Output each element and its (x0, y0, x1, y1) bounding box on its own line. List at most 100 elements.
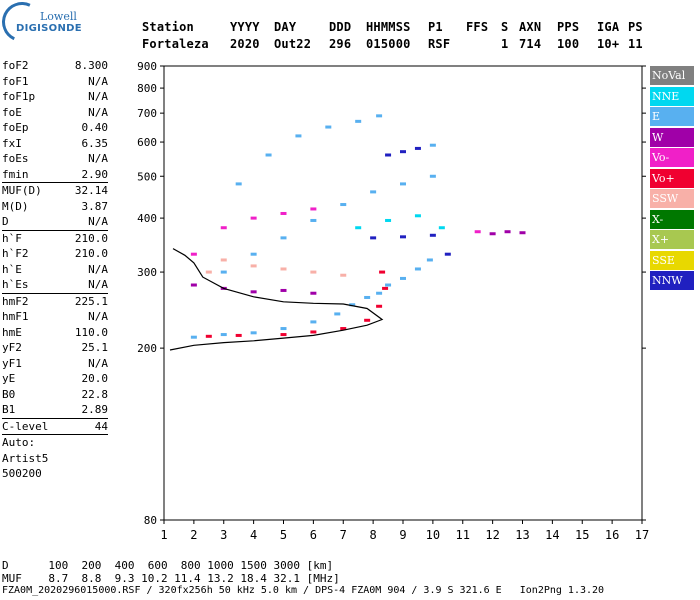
data-point-e (364, 295, 371, 299)
header-label: IGA (597, 20, 620, 34)
param-value: 210.0 (74, 247, 108, 260)
param-value: 225.1 (74, 294, 108, 308)
x-tick-label: 15 (575, 528, 589, 542)
param-value: 2.89 (81, 403, 109, 416)
data-point-ssw (250, 264, 257, 268)
x-tick-label: 11 (456, 528, 470, 542)
param-key: yF2 (2, 341, 22, 354)
data-point-w (280, 288, 287, 292)
param-row: B1 2.89 (2, 402, 108, 418)
param-row: foF1p N/A (2, 89, 108, 105)
param-row: foF1 N/A (2, 74, 108, 90)
param-key: hmF2 (2, 294, 29, 308)
data-point-nne (414, 214, 421, 218)
data-point-vo (379, 270, 386, 274)
data-point-e (334, 312, 341, 316)
data-point-e (280, 327, 287, 331)
param-value: 110.0 (74, 325, 108, 339)
header-label: HHMMSS (366, 20, 411, 34)
param-key: h`Es (2, 278, 29, 291)
param-separator (2, 182, 108, 183)
param-separator (2, 292, 108, 294)
legend-item-noval: NoVal (650, 66, 694, 85)
x-tick-label: 3 (220, 528, 227, 542)
data-point-ssw (280, 267, 287, 271)
data-point-vo (364, 318, 371, 322)
param-value: N/A (88, 356, 108, 370)
legend-item-vo: Vo- (650, 148, 694, 167)
param-value: 22.8 (81, 387, 109, 401)
param-row: yF1 N/A (2, 356, 108, 372)
lowell-digisonde-logo: Lowell DIGISONDE (0, 0, 82, 48)
param-key: yF1 (2, 356, 22, 370)
param-row: h`F 210.0 (2, 231, 108, 247)
data-point-e (385, 283, 392, 287)
data-point-w (190, 283, 197, 287)
header-value: 100 (557, 37, 580, 51)
data-point-vo (220, 226, 227, 230)
param-row: fmin 2.90 (2, 167, 108, 183)
data-point-e (429, 143, 436, 147)
param-value: 32.14 (74, 184, 108, 197)
y-tick-label: 200 (137, 342, 157, 355)
param-key: h`F2 (2, 247, 29, 260)
param-key: fxI (2, 136, 22, 150)
param-row: h`E N/A (2, 262, 108, 278)
param-row: M(D) 3.87 (2, 199, 108, 215)
param-value: N/A (88, 105, 108, 119)
data-point-nnw (400, 150, 406, 154)
data-point-e (325, 125, 332, 129)
x-tick-label: 6 (310, 528, 317, 542)
param-key: foF1 (2, 74, 29, 88)
x-tick-label: 5 (280, 528, 287, 542)
legend-item-w: W (650, 127, 694, 147)
param-key: foF2 (2, 59, 29, 72)
data-point-e (370, 190, 377, 194)
legend-item-nnw: NNW (650, 271, 694, 290)
data-point-w (504, 230, 511, 234)
data-point-e (400, 276, 406, 280)
header-label: P1 (428, 20, 443, 34)
data-point-e (310, 320, 317, 324)
data-point-e (295, 134, 302, 138)
param-key: B1 (2, 403, 16, 416)
data-point-e (235, 182, 242, 186)
header-label: YYYY (230, 20, 260, 34)
header-value: Fortaleza (142, 37, 209, 51)
param-separator (2, 417, 108, 419)
legend-item-e: E (650, 107, 694, 126)
data-point-w (250, 290, 257, 294)
data-point-e (400, 182, 406, 186)
y-tick-label: 400 (137, 212, 157, 225)
data-point-w (310, 291, 317, 295)
x-tick-label: 17 (635, 528, 649, 542)
data-point-nnw (429, 233, 436, 237)
param-row: C-level 44 (2, 419, 108, 435)
x-tick-label: 16 (605, 528, 619, 542)
footer-distance-row: D 100 200 400 600 800 1000 1500 3000 [km… (2, 559, 334, 572)
y-tick-label: 300 (137, 266, 157, 279)
x-tick-label: 7 (340, 528, 347, 542)
param-key: h`F (2, 231, 22, 245)
header-value: 1 (501, 37, 509, 51)
parameter-panel: foF2 8.300 foF1 N/A foF1p N/A foE N/A foEp 0.40 fx… (2, 58, 108, 482)
data-point-e (429, 174, 436, 178)
param-key: fmin (2, 167, 29, 181)
param-value: 25.1 (81, 341, 109, 354)
param-key: Artist5 (2, 451, 49, 465)
y-tick-label: 800 (137, 82, 157, 95)
header-label: FFS (466, 20, 489, 34)
data-point-vo (310, 330, 317, 334)
param-row: foEp 0.40 (2, 120, 108, 136)
data-point-ssw (205, 270, 212, 274)
param-row: MUF(D) 32.14 (2, 183, 108, 199)
param-key: M(D) (2, 199, 29, 213)
data-point-e (310, 218, 317, 222)
param-row: D N/A (2, 214, 108, 230)
y-tick-label: 500 (137, 170, 157, 183)
header-value: 714 (519, 37, 542, 51)
data-point-nnw (400, 235, 406, 239)
param-key: hmF1 (2, 310, 29, 323)
header-value: 2020 (230, 37, 260, 51)
